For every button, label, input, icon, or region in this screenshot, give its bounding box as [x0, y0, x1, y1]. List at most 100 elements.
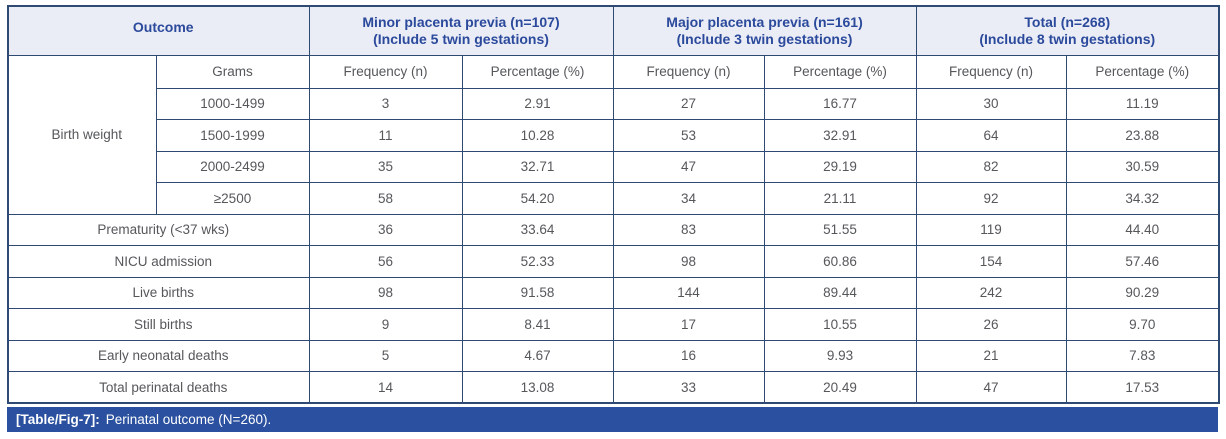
data-cell: 154: [915, 245, 1067, 278]
data-cell: 92: [915, 182, 1067, 215]
data-cell: 10.55: [763, 308, 917, 341]
data-cell: 21: [915, 339, 1067, 372]
data-cell: 3: [308, 87, 463, 120]
table-row: Still births 9 8.41 17 10.55 26 9.70: [7, 308, 1220, 341]
table-row: ≥2500 58 54.20 34 21.11 92 34.32: [8, 182, 1220, 215]
data-cell: 58: [308, 182, 463, 215]
row-label-birth-weight: Birth weight: [7, 54, 157, 215]
data-cell: 32.71: [461, 150, 614, 183]
data-cell: 10.28: [461, 119, 614, 152]
data-cell: 26: [915, 308, 1067, 341]
subheader-percentage: Percentage (%): [461, 54, 614, 89]
data-cell: 4.67: [461, 339, 614, 372]
group-title-line2: (Include 8 twin gestations): [979, 30, 1156, 47]
row-label: Early neonatal deaths: [7, 339, 310, 372]
data-cell: 54.20: [461, 182, 614, 215]
data-cell: 52.33: [461, 245, 614, 278]
data-cell: 144: [612, 276, 765, 309]
data-cell: 98: [612, 245, 765, 278]
grams-cell: 2000-2499: [155, 150, 310, 183]
data-cell: 83: [612, 213, 765, 246]
header-group-minor: Minor placenta previa (n=107) (Include 5…: [308, 5, 614, 56]
data-cell: 9.93: [763, 339, 917, 372]
data-cell: 9.70: [1065, 308, 1220, 341]
data-cell: 47: [612, 150, 765, 183]
data-cell: 16.77: [763, 87, 917, 120]
data-cell: 33: [612, 371, 765, 404]
data-cell: 98: [308, 276, 463, 309]
data-cell: 44.40: [1065, 213, 1220, 246]
data-cell: 242: [915, 276, 1067, 309]
data-cell: 89.44: [763, 276, 917, 309]
data-cell: 9: [308, 308, 463, 341]
caption-tag: [Table/Fig-7]:: [16, 412, 100, 427]
data-cell: 57.46: [1065, 245, 1220, 278]
data-cell: 35: [308, 150, 463, 183]
data-cell: 30.59: [1065, 150, 1220, 183]
data-cell: 5: [308, 339, 463, 372]
data-cell: 11: [308, 119, 463, 152]
data-cell: 30: [915, 87, 1067, 120]
table-row: NICU admission 56 52.33 98 60.86 154 57.…: [7, 245, 1220, 278]
table-row: Live births 98 91.58 144 89.44 242 90.29: [7, 276, 1220, 309]
data-cell: 119: [915, 213, 1067, 246]
data-cell: 13.08: [461, 371, 614, 404]
data-cell: 32.91: [763, 119, 917, 152]
table-row: Prematurity (<37 wks) 36 33.64 83 51.55 …: [7, 213, 1220, 246]
data-cell: 90.29: [1065, 276, 1220, 309]
data-cell: 11.19: [1065, 87, 1220, 120]
subheader-frequency: Frequency (n): [612, 54, 765, 89]
table-caption: [Table/Fig-7]: Perinatal outcome (N=260)…: [7, 407, 1218, 432]
data-cell: 17.53: [1065, 371, 1220, 404]
header-group-total: Total (n=268) (Include 8 twin gestations…: [915, 5, 1220, 56]
subheader-frequency: Frequency (n): [308, 54, 463, 89]
table-row: 1500-1999 11 10.28 53 32.91 64 23.88: [8, 119, 1220, 152]
data-cell: 33.64: [461, 213, 614, 246]
perinatal-outcome-table: Outcome Minor placenta previa (n=107) (I…: [7, 5, 1221, 404]
row-label: Live births: [7, 276, 310, 309]
row-label: Total perinatal deaths: [7, 371, 310, 404]
data-cell: 27: [612, 87, 765, 120]
table-row: Early neonatal deaths 5 4.67 16 9.93 21 …: [7, 339, 1220, 372]
caption-text: Perinatal outcome (N=260).: [105, 412, 272, 427]
data-cell: 47: [915, 371, 1067, 404]
data-cell: 36: [308, 213, 463, 246]
data-cell: 53: [612, 119, 765, 152]
data-cell: 29.19: [763, 150, 917, 183]
data-cell: 16: [612, 339, 765, 372]
subheader-grams: Grams: [155, 54, 310, 89]
perinatal-outcome-figure: Outcome Minor placenta previa (n=107) (I…: [7, 5, 1221, 432]
data-cell: 34: [612, 182, 765, 215]
data-cell: 20.49: [763, 371, 917, 404]
data-cell: 64: [915, 119, 1067, 152]
data-cell: 91.58: [461, 276, 614, 309]
row-label: NICU admission: [7, 245, 310, 278]
subheader-percentage: Percentage (%): [1065, 54, 1220, 89]
data-cell: 17: [612, 308, 765, 341]
data-cell: 7.83: [1065, 339, 1220, 372]
group-title-line2: (Include 3 twin gestations): [676, 30, 853, 47]
data-cell: 60.86: [763, 245, 917, 278]
data-cell: 23.88: [1065, 119, 1220, 152]
row-label: Still births: [7, 308, 310, 341]
header-row: Outcome Minor placenta previa (n=107) (I…: [7, 5, 1220, 56]
table-row: Total perinatal deaths 14 13.08 33 20.49…: [7, 371, 1220, 404]
data-cell: 2.91: [461, 87, 614, 120]
grams-cell: ≥2500: [155, 182, 310, 215]
group-title-line2: (Include 5 twin gestations): [373, 30, 549, 47]
subheader-percentage: Percentage (%): [763, 54, 917, 89]
data-cell: 8.41: [461, 308, 614, 341]
row-label: Prematurity (<37 wks): [7, 213, 310, 246]
grams-cell: 1500-1999: [155, 119, 310, 152]
data-cell: 34.32: [1065, 182, 1220, 215]
group-title-line1: Minor placenta previa (n=107): [362, 13, 560, 30]
group-title-line1: Major placenta previa (n=161): [666, 13, 863, 30]
header-outcome: Outcome: [7, 5, 310, 56]
subheader-row: Birth weight Grams Frequency (n) Percent…: [7, 54, 1220, 215]
grams-cell: 1000-1499: [155, 87, 310, 120]
data-cell: 14: [308, 371, 463, 404]
data-cell: 82: [915, 150, 1067, 183]
data-cell: 51.55: [763, 213, 917, 246]
header-group-major: Major placenta previa (n=161) (Include 3…: [612, 5, 917, 56]
